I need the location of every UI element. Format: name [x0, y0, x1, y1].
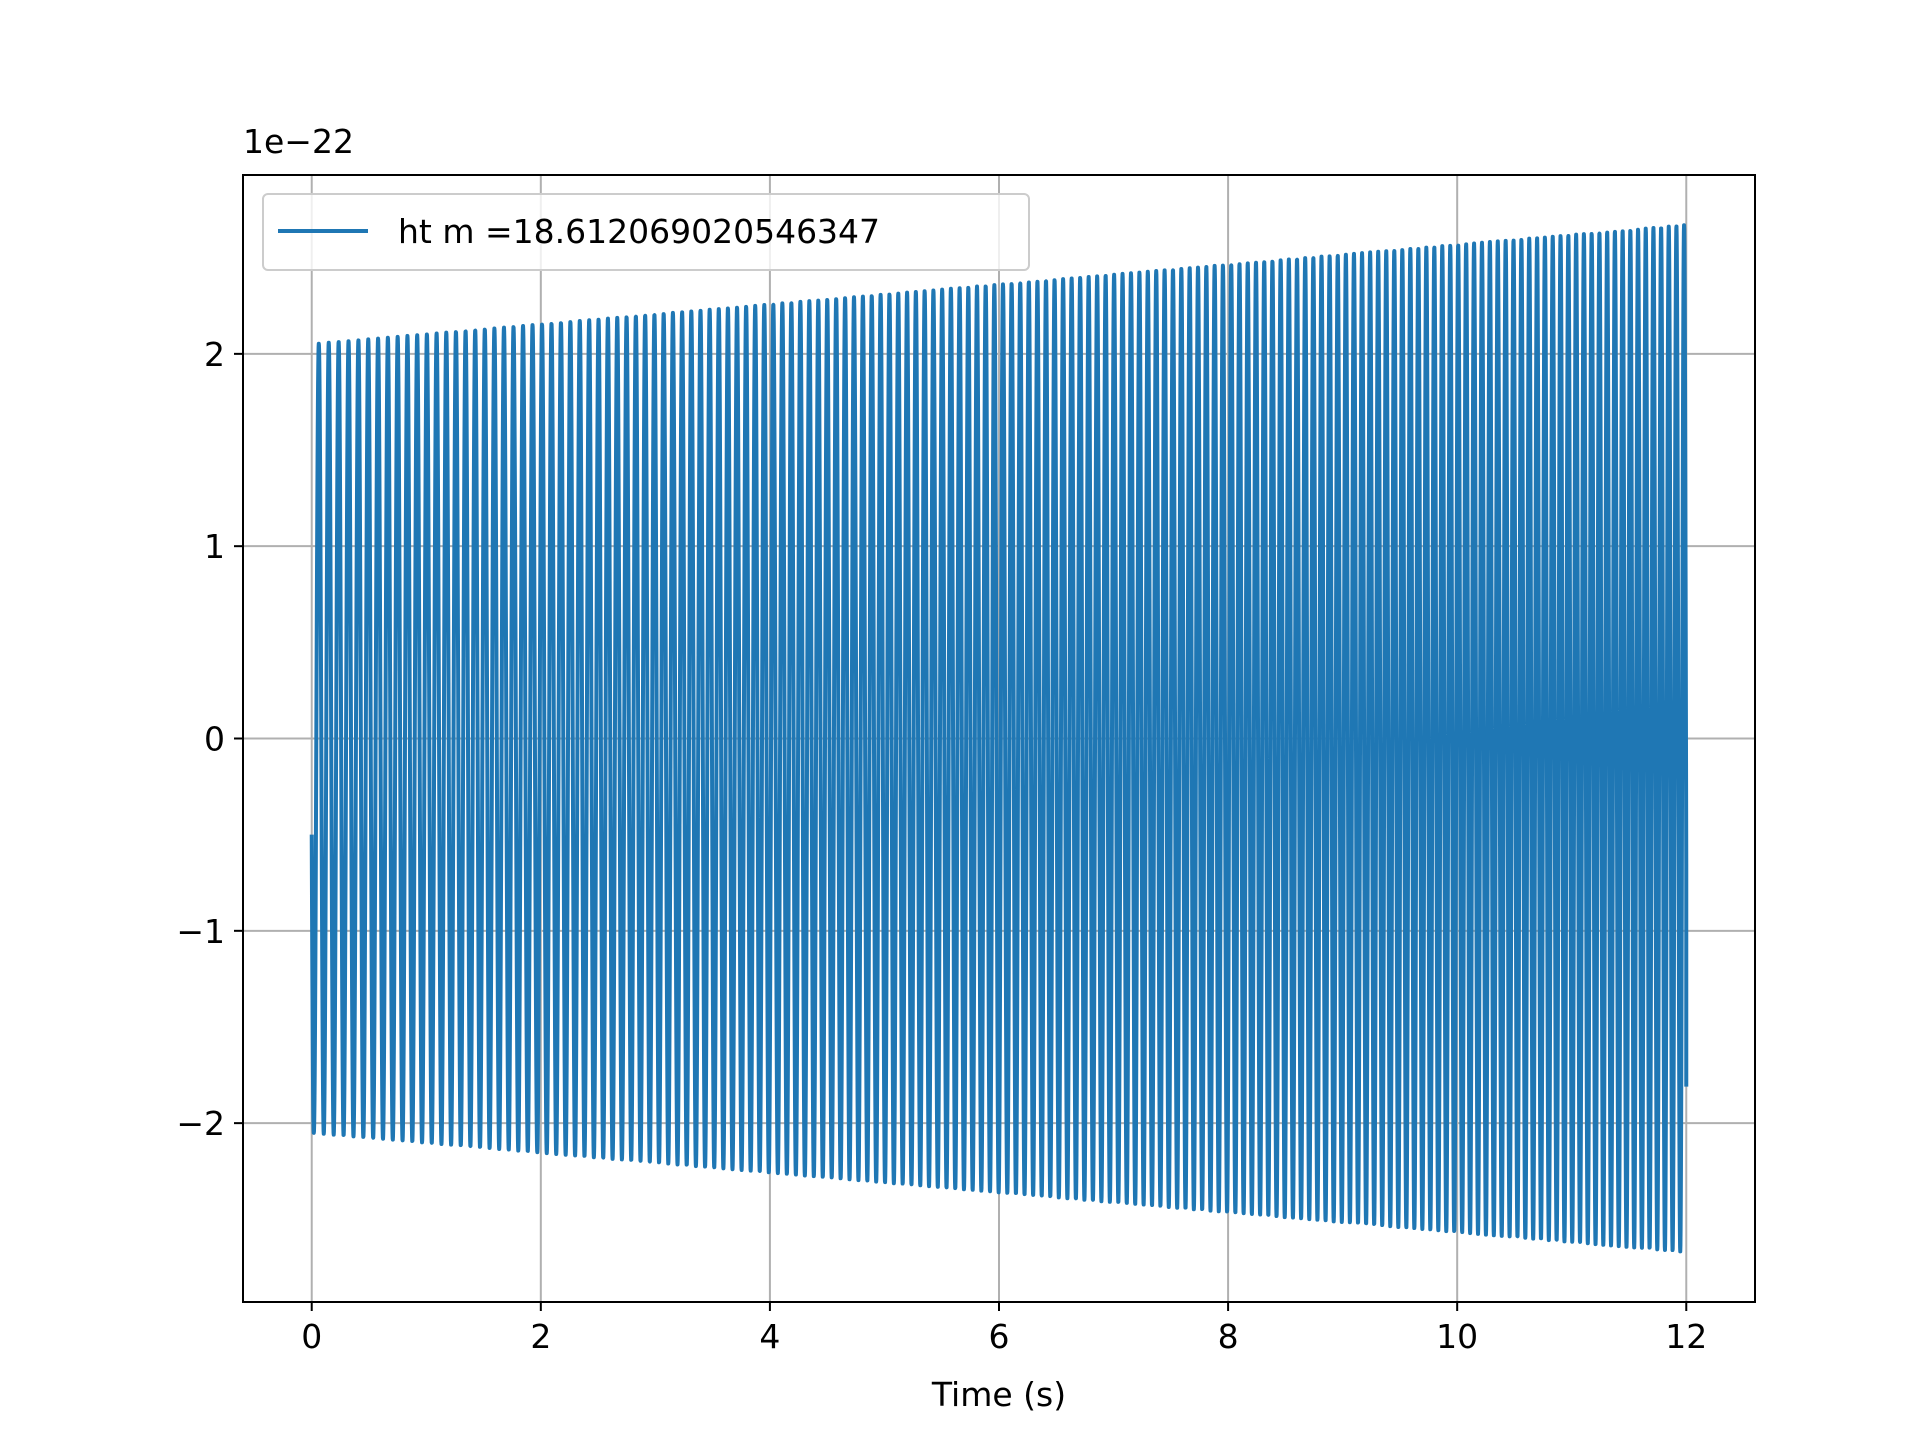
x-tick-label-2: 4	[759, 1317, 780, 1356]
series-line-ht	[309, 223, 1689, 1254]
y-tick-label-4: 2	[204, 335, 225, 374]
y-tick-label-1: −1	[176, 912, 225, 951]
x-axis-label: Time (s)	[931, 1375, 1066, 1414]
x-tick-label-4: 8	[1218, 1317, 1239, 1356]
x-tick-label-5: 10	[1436, 1317, 1478, 1356]
legend-box	[262, 193, 1030, 271]
x-tick-label-6: 12	[1665, 1317, 1707, 1356]
y-tick-label-2: 0	[204, 720, 225, 759]
x-tick-label-3: 6	[989, 1317, 1010, 1356]
legend-label: ht m =18.612069020546347	[398, 212, 880, 251]
series-group	[309, 223, 1689, 1254]
y-tick-label-3: 1	[204, 527, 225, 566]
legend: ht m =18.612069020546347	[262, 193, 1030, 271]
y-tick-label-0: −2	[176, 1104, 225, 1143]
x-tick-label-1: 2	[530, 1317, 551, 1356]
y-offset-label: 1e−22	[243, 122, 354, 161]
x-tick-label-0: 0	[301, 1317, 322, 1356]
